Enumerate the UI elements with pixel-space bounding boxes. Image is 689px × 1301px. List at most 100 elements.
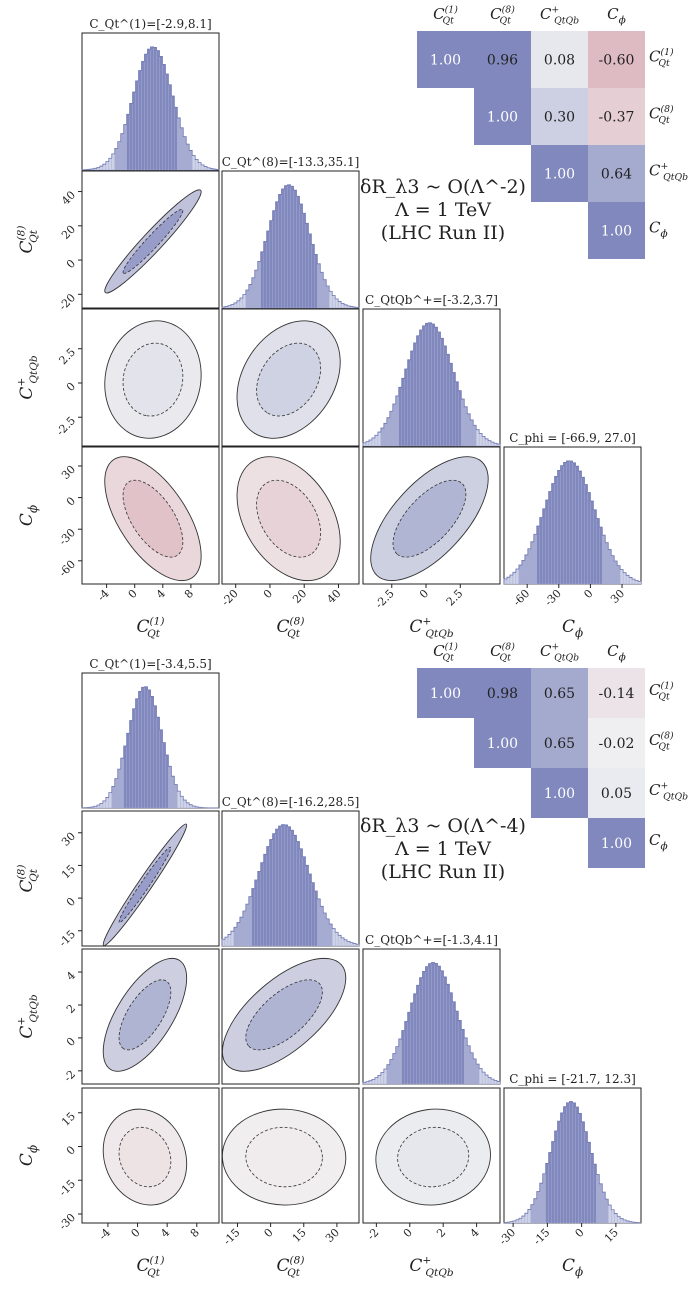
x-tick-label: -30 xyxy=(542,587,564,609)
marginal-title: C_Qt^(1)=[-3.4,5.5] xyxy=(89,657,211,671)
histogram-bar xyxy=(329,291,332,308)
histogram-bar xyxy=(581,477,584,584)
histogram-bar xyxy=(602,535,605,584)
histogram-bar xyxy=(201,165,204,170)
x-axis-label-text: Cϕ xyxy=(562,617,583,640)
histogram-bar xyxy=(513,572,516,584)
histogram-bar xyxy=(540,1183,543,1223)
x-tick-label: -15 xyxy=(531,1226,553,1248)
histogram-bar xyxy=(189,805,192,808)
histogram-bar xyxy=(464,1038,467,1084)
histogram-bar xyxy=(578,471,581,584)
histogram-bar xyxy=(240,298,243,308)
histogram-bar xyxy=(192,156,195,170)
histogram-bar xyxy=(249,284,252,308)
histogram-bar xyxy=(393,404,396,446)
histogram-bar xyxy=(156,51,159,170)
panel-2-r2-c2: C_QtQb^+=[-1.3,4.1] xyxy=(363,933,500,1084)
histogram-bar xyxy=(570,1102,573,1223)
histogram-bar xyxy=(470,420,473,446)
histogram-bar xyxy=(136,699,139,808)
x-tick-label: 30 xyxy=(608,587,627,606)
histogram-bar xyxy=(473,1059,476,1084)
histogram-bar xyxy=(153,706,156,808)
corr-value: 0.30 xyxy=(544,110,575,126)
x-axis-label: C(1)Qt xyxy=(137,615,165,640)
corr-col-header: Cϕ xyxy=(607,5,626,27)
corr-col-header-text: C(8)Qt xyxy=(490,4,515,26)
corr-col-header-text: C(1)Qt xyxy=(433,641,458,663)
histogram-bar xyxy=(103,801,106,808)
histogram-bar xyxy=(567,461,570,584)
histogram-bar xyxy=(476,430,479,446)
histogram-bar xyxy=(308,234,311,308)
panel-2-r0-c0: C_Qt^(1)=[-3.4,5.5] xyxy=(82,657,219,808)
corr-col-header: C+QtQb xyxy=(540,4,579,26)
panel-2-r1-c1: C_Qt^(8)=[-16.2,28.5] xyxy=(222,795,360,946)
corr-value: 0.98 xyxy=(487,686,518,702)
histogram-bar xyxy=(578,1113,581,1223)
histogram-bar xyxy=(314,254,317,308)
histogram-bar xyxy=(243,911,246,946)
histogram-bar xyxy=(590,501,593,584)
histogram-bar xyxy=(525,555,528,584)
x-tick-label: 0 xyxy=(129,1226,143,1240)
x-axis-label: Cϕ xyxy=(562,617,583,640)
histogram-bar xyxy=(384,1069,387,1084)
histogram-bar xyxy=(326,286,329,308)
histogram-bar xyxy=(531,542,534,584)
histogram-bar xyxy=(491,442,494,446)
corr-value: 1.00 xyxy=(430,686,461,702)
histogram-bar xyxy=(174,784,177,808)
histogram-bar xyxy=(162,743,165,808)
histogram-bar xyxy=(299,849,302,946)
histogram-bar xyxy=(620,1218,623,1223)
histogram-bar xyxy=(375,435,378,446)
histogram-bar xyxy=(555,476,558,584)
histogram-bar xyxy=(567,1103,570,1223)
x-axis-label-text: C(1)Qt xyxy=(137,615,165,640)
histogram-bar xyxy=(347,941,350,946)
corr-value: 1.00 xyxy=(544,786,575,802)
histogram-bar xyxy=(452,373,455,446)
y-tick-label: -30 xyxy=(56,1211,78,1233)
y-axis-label-text: C+QtQb xyxy=(15,355,40,400)
histogram-bar xyxy=(228,934,231,946)
histogram-bar xyxy=(344,305,347,308)
histogram-bar xyxy=(282,825,285,946)
histogram-bar xyxy=(222,939,225,946)
histogram-bar xyxy=(540,518,543,584)
histogram-bar xyxy=(332,296,335,308)
histogram-bar xyxy=(299,204,302,308)
histogram-bar xyxy=(632,579,635,584)
histogram-bar xyxy=(519,565,522,584)
histogram-bar xyxy=(145,687,148,808)
note-line-2: Λ = 1 TeV xyxy=(394,838,491,860)
corr-col-header: C(1)Qt xyxy=(433,4,458,26)
histogram-bar xyxy=(243,294,246,308)
histogram-bar xyxy=(623,1220,626,1223)
histogram-bar xyxy=(593,510,596,584)
histogram-bar xyxy=(305,865,308,946)
histogram-bar xyxy=(369,440,372,446)
histogram-bar xyxy=(587,1142,590,1223)
histogram-bar xyxy=(335,299,338,308)
x-axis-label: C(8)Qt xyxy=(277,1254,305,1279)
histogram-bar xyxy=(270,840,273,946)
histogram-bar xyxy=(136,81,139,170)
histogram-bar xyxy=(534,534,537,584)
histogram-bar xyxy=(525,1213,528,1223)
marginal-title: C_QtQb^+=[-3.2,3.7] xyxy=(365,293,498,307)
y-tick-label: -20 xyxy=(56,291,78,313)
histogram-bar xyxy=(109,793,112,808)
histogram-bar xyxy=(293,835,296,946)
corr-value: 1.00 xyxy=(487,736,518,752)
histogram-bar xyxy=(246,904,249,946)
y-tick-label: 0 xyxy=(64,257,78,271)
corr-col-header-text: Cϕ xyxy=(607,642,626,664)
x-tick-label: 15 xyxy=(290,1226,309,1245)
